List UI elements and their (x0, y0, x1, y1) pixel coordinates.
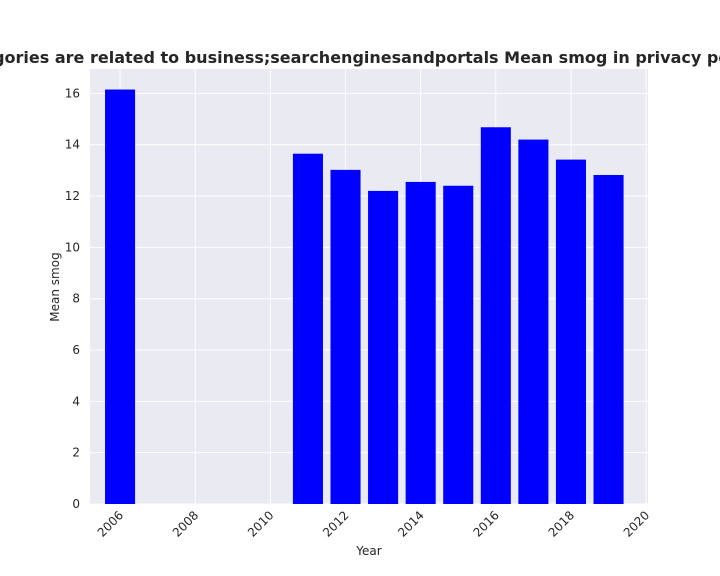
y-tick-label: 2 (72, 446, 80, 460)
bar-2016 (480, 127, 511, 504)
x-tick-label: 2014 (395, 508, 426, 539)
bar-2006 (105, 89, 136, 504)
chart-title: n categories are related to business;sea… (0, 48, 720, 67)
bar-2019 (593, 174, 624, 504)
x-tick-label: 2018 (546, 508, 577, 539)
bar-2018 (555, 159, 586, 504)
x-axis-label: Year (355, 544, 381, 558)
bar-2011 (292, 153, 323, 505)
bar-2014 (405, 181, 436, 504)
x-tick-label: 2010 (245, 508, 276, 539)
y-tick-label: 14 (65, 138, 80, 152)
x-tick-label: 2016 (470, 508, 501, 539)
bar-2013 (368, 190, 399, 504)
y-tick-label: 10 (65, 240, 80, 254)
bar-2012 (330, 169, 361, 505)
y-tick-label: 8 (72, 292, 80, 306)
y-axis-label: Mean smog (48, 252, 62, 321)
y-tick-label: 4 (72, 394, 80, 408)
x-tick-label: 2008 (170, 508, 201, 539)
y-tick-label: 16 (65, 86, 80, 100)
bars-group (105, 89, 624, 505)
x-tick-label: 2020 (621, 508, 652, 539)
y-axis-ticks: 0 2 4 6 8 10 12 14 16 (65, 86, 80, 511)
bar-2015 (443, 185, 474, 505)
bar-2017 (518, 139, 549, 504)
x-axis-ticks: 2006 2008 2010 2012 2014 2016 2018 2020 (95, 508, 653, 539)
y-tick-label: 6 (72, 343, 80, 357)
x-tick-label: 2006 (95, 508, 126, 539)
y-tick-label: 0 (72, 497, 80, 511)
y-tick-label: 12 (65, 189, 80, 203)
x-tick-label: 2012 (320, 508, 351, 539)
